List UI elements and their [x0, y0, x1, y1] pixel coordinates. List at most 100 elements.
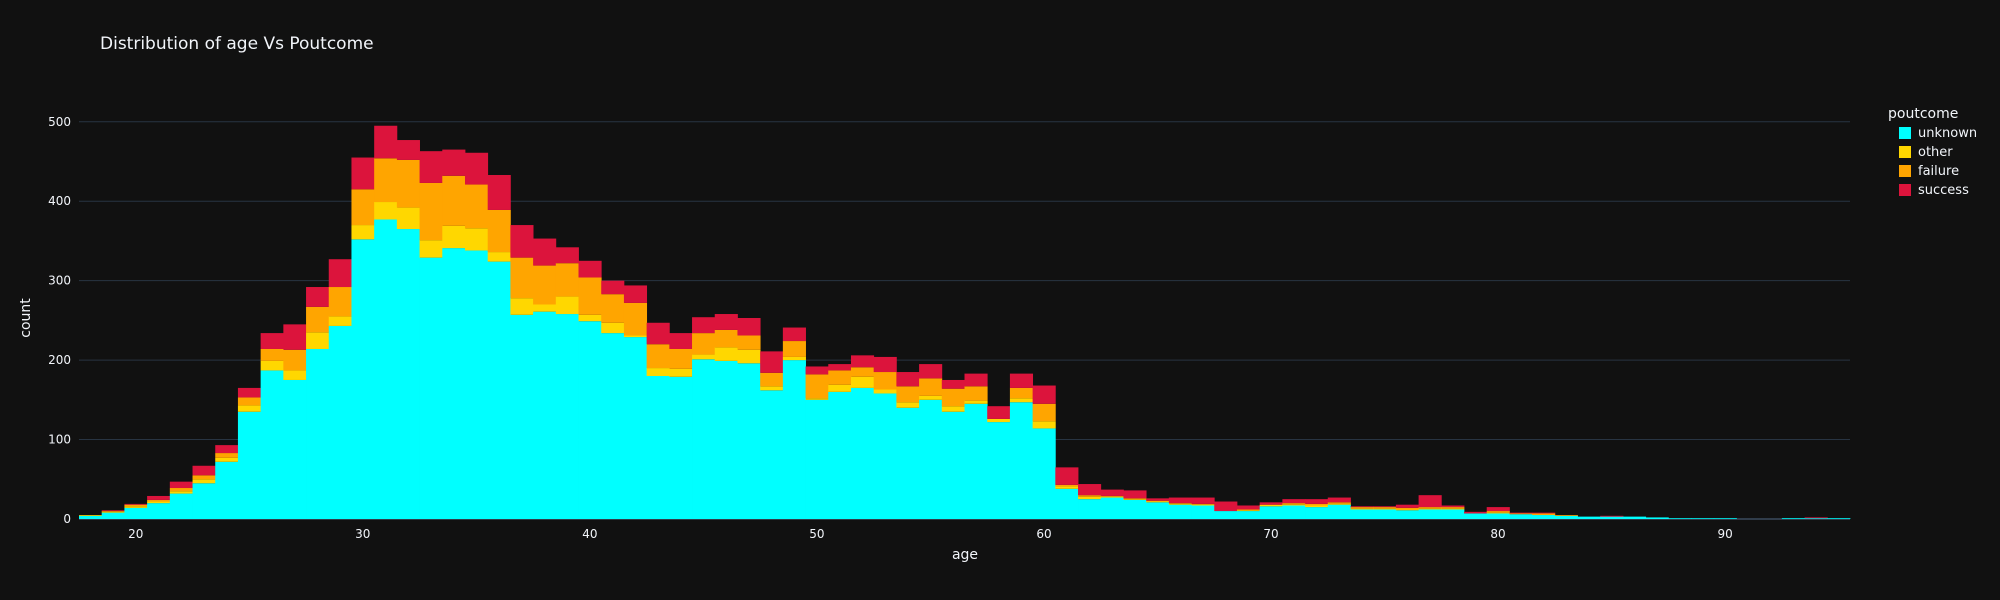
- bar-other-age-55[interactable]: [919, 395, 943, 400]
- bar-unknown-age-19[interactable]: [101, 512, 125, 519]
- bar-other-age-66[interactable]: [1168, 503, 1192, 505]
- bar-failure-age-26[interactable]: [260, 348, 284, 361]
- bar-unknown-age-66[interactable]: [1168, 504, 1192, 519]
- bar-failure-age-55[interactable]: [919, 378, 943, 396]
- bar-success-age-37[interactable]: [510, 225, 534, 258]
- bar-other-age-63[interactable]: [1100, 496, 1124, 498]
- bar-failure-age-75[interactable]: [1373, 507, 1397, 509]
- bar-success-age-52[interactable]: [850, 355, 875, 368]
- bar-unknown-age-30[interactable]: [351, 239, 375, 519]
- bar-other-age-47[interactable]: [737, 349, 761, 364]
- bar-success-age-64[interactable]: [1123, 490, 1147, 499]
- bar-failure-age-50[interactable]: [805, 374, 829, 399]
- bar-unknown-age-76[interactable]: [1395, 510, 1420, 519]
- bar-failure-age-40[interactable]: [578, 277, 602, 315]
- bar-success-age-30[interactable]: [351, 157, 375, 190]
- bar-unknown-age-84[interactable]: [1577, 516, 1601, 519]
- bar-failure-age-25[interactable]: [237, 397, 262, 406]
- bar-other-age-61[interactable]: [1055, 486, 1079, 489]
- bar-other-age-59[interactable]: [1009, 398, 1034, 403]
- bar-failure-age-32[interactable]: [396, 159, 420, 208]
- bar-unknown-age-51[interactable]: [828, 391, 852, 519]
- bar-unknown-age-58[interactable]: [987, 422, 1011, 519]
- bar-unknown-age-20[interactable]: [124, 507, 148, 519]
- bar-unknown-age-50[interactable]: [805, 399, 829, 519]
- bar-other-age-18[interactable]: [79, 515, 103, 516]
- bar-success-age-45[interactable]: [692, 317, 716, 334]
- bar-unknown-age-79[interactable]: [1464, 513, 1488, 519]
- bar-failure-age-52[interactable]: [850, 367, 875, 377]
- bar-success-age-49[interactable]: [782, 327, 806, 342]
- bar-unknown-age-75[interactable]: [1373, 509, 1397, 519]
- bar-success-age-67[interactable]: [1191, 497, 1215, 504]
- bar-other-age-58[interactable]: [987, 418, 1011, 423]
- bar-success-age-20[interactable]: [124, 503, 148, 505]
- bar-other-age-65[interactable]: [1146, 501, 1170, 503]
- bar-failure-age-19[interactable]: [101, 511, 125, 512]
- legend-label-failure[interactable]: failure: [1918, 164, 1959, 179]
- bar-success-age-40[interactable]: [578, 260, 602, 278]
- bar-other-age-64[interactable]: [1123, 499, 1147, 500]
- bar-success-age-48[interactable]: [760, 351, 784, 373]
- bar-failure-age-71[interactable]: [1282, 503, 1306, 505]
- bar-success-age-55[interactable]: [919, 364, 943, 379]
- bar-other-age-25[interactable]: [237, 405, 262, 412]
- bar-failure-age-60[interactable]: [1032, 403, 1056, 422]
- bar-other-age-20[interactable]: [124, 506, 148, 508]
- bar-success-age-50[interactable]: [805, 366, 829, 375]
- bar-unknown-age-24[interactable]: [215, 461, 239, 519]
- bar-failure-age-47[interactable]: [737, 335, 761, 350]
- bar-failure-age-69[interactable]: [1236, 509, 1261, 511]
- bar-success-age-72[interactable]: [1305, 499, 1329, 504]
- bar-unknown-age-38[interactable]: [533, 311, 557, 519]
- legend-swatch-unknown[interactable]: [1899, 127, 1911, 139]
- bar-success-age-34[interactable]: [442, 149, 466, 176]
- legend[interactable]: poutcome unknown other failure success: [1888, 106, 1977, 198]
- bar-unknown-age-89[interactable]: [1691, 518, 1715, 519]
- bar-other-age-27[interactable]: [283, 370, 307, 380]
- bar-other-age-26[interactable]: [260, 360, 284, 371]
- bar-other-age-30[interactable]: [351, 225, 375, 240]
- bar-success-age-76[interactable]: [1395, 504, 1420, 508]
- bar-unknown-age-27[interactable]: [283, 379, 307, 519]
- bar-failure-age-21[interactable]: [147, 499, 171, 502]
- bar-failure-age-67[interactable]: [1191, 503, 1215, 505]
- bar-unknown-age-55[interactable]: [919, 399, 943, 519]
- bar-success-age-82[interactable]: [1532, 512, 1556, 514]
- bar-unknown-age-31[interactable]: [374, 219, 398, 519]
- bar-other-age-46[interactable]: [714, 347, 738, 361]
- bar-unknown-age-67[interactable]: [1191, 505, 1215, 519]
- bar-success-age-31[interactable]: [374, 125, 398, 159]
- bar-success-age-70[interactable]: [1259, 502, 1283, 505]
- bar-success-age-65[interactable]: [1146, 498, 1170, 501]
- bar-other-age-41[interactable]: [601, 322, 625, 334]
- bar-failure-age-33[interactable]: [419, 182, 443, 241]
- bar-success-age-54[interactable]: [896, 372, 920, 387]
- bar-unknown-age-23[interactable]: [192, 483, 216, 519]
- bar-unknown-age-60[interactable]: [1032, 428, 1056, 519]
- bar-other-age-35[interactable]: [464, 228, 489, 251]
- bar-failure-age-82[interactable]: [1532, 513, 1556, 516]
- bar-failure-age-24[interactable]: [215, 453, 239, 458]
- bar-failure-age-51[interactable]: [828, 370, 852, 385]
- bar-unknown-age-69[interactable]: [1236, 511, 1261, 519]
- bar-unknown-age-72[interactable]: [1305, 507, 1329, 519]
- bar-other-age-60[interactable]: [1032, 421, 1056, 429]
- bar-unknown-age-26[interactable]: [260, 370, 284, 519]
- bar-unknown-age-33[interactable]: [419, 257, 443, 519]
- bar-other-age-45[interactable]: [692, 354, 716, 360]
- bar-failure-age-74[interactable]: [1350, 507, 1374, 509]
- bar-failure-age-31[interactable]: [374, 158, 398, 203]
- bar-failure-age-41[interactable]: [601, 294, 625, 323]
- bar-success-age-46[interactable]: [714, 314, 738, 330]
- bar-other-age-28[interactable]: [306, 332, 330, 349]
- bar-failure-age-65[interactable]: [1146, 500, 1170, 502]
- bar-other-age-75[interactable]: [1373, 508, 1397, 510]
- bar-unknown-age-81[interactable]: [1509, 514, 1533, 519]
- bar-unknown-age-61[interactable]: [1055, 488, 1079, 519]
- bar-other-age-43[interactable]: [646, 368, 670, 376]
- bar-other-age-48[interactable]: [760, 386, 784, 391]
- bar-unknown-age-40[interactable]: [578, 321, 602, 519]
- bar-other-age-39[interactable]: [555, 296, 579, 315]
- bar-success-age-36[interactable]: [487, 175, 511, 210]
